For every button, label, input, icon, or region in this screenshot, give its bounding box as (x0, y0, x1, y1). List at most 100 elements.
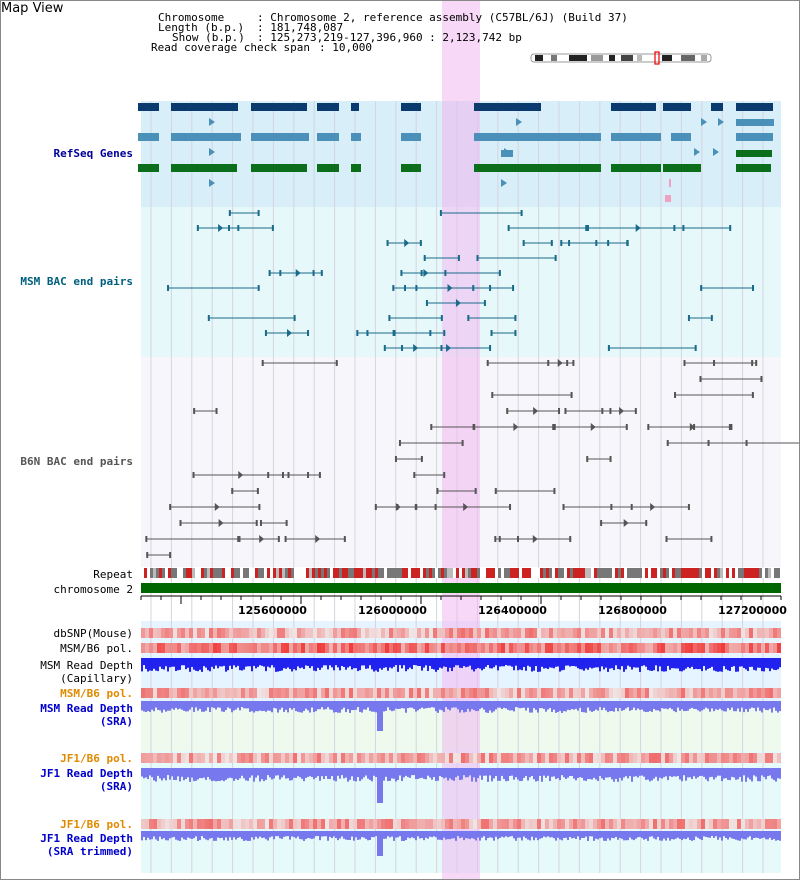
density-cell (557, 753, 561, 763)
read-depth-bar (647, 701, 649, 712)
read-depth-bar (371, 768, 373, 782)
read-depth-bar (555, 831, 557, 841)
read-depth-bar (505, 831, 507, 837)
read-depth-bar (531, 768, 533, 776)
read-depth-bar (505, 658, 507, 666)
read-depth-bar (245, 831, 247, 841)
density-cell (305, 753, 309, 763)
track-label-msm-depth-sra-1[interactable]: MSM Read Depth (40, 702, 133, 715)
read-depth-bar (163, 831, 165, 839)
read-depth-bar (335, 768, 337, 782)
ideogram-band (535, 55, 543, 61)
gene-exon-block (401, 103, 421, 111)
read-depth-bar (283, 831, 285, 837)
gene-exon-block (251, 103, 307, 111)
density-cell (413, 643, 417, 653)
density-cell (157, 819, 161, 829)
read-depth-bar (635, 768, 637, 777)
read-depth-bar (305, 658, 307, 666)
read-depth-bar (661, 831, 663, 841)
track-label-msm-bac[interactable]: MSM BAC end pairs (20, 275, 133, 288)
density-cell (397, 753, 401, 763)
read-depth-bar (199, 701, 201, 709)
density-cell (209, 643, 213, 653)
read-depth-bar (261, 658, 263, 666)
read-depth-bar (423, 831, 425, 841)
density-cell (381, 688, 385, 698)
read-depth-bar (331, 701, 333, 710)
read-depth-bar (217, 658, 219, 669)
density-cell (505, 819, 509, 829)
track-label-msm-b6-pol-1[interactable]: MSM/B6 pol. (60, 642, 133, 655)
read-depth-bar (699, 831, 701, 840)
track-label-jf1-b6-pol-2[interactable]: JF1/B6 pol. (60, 818, 133, 831)
track-label-refseq-genes[interactable]: RefSeq Genes (53, 147, 133, 160)
read-depth-bar (539, 701, 541, 709)
read-depth-bar (221, 658, 223, 667)
track-label-dbsnp[interactable]: dbSNP(Mouse) (53, 627, 133, 640)
density-cell (685, 753, 689, 763)
read-depth-bar (559, 768, 561, 781)
read-depth-bar (153, 658, 155, 669)
read-depth-bar (547, 701, 549, 710)
density-cell (633, 819, 637, 829)
repeat-mark (750, 568, 753, 578)
repeat-mark (171, 568, 174, 578)
density-cell (257, 688, 261, 698)
read-depth-bar (643, 831, 645, 840)
bac-end-marker (491, 392, 494, 398)
read-depth-bar (741, 831, 743, 839)
read-depth-bar (293, 658, 295, 670)
read-depth-bar (335, 701, 337, 713)
density-cell (649, 628, 653, 638)
ideogram-band (569, 55, 587, 61)
density-cell (469, 819, 473, 829)
repeat-mark (642, 568, 645, 578)
track-label-jf1-depth-sra-1[interactable]: JF1 Read Depth (40, 767, 133, 780)
bac-end-marker (634, 408, 637, 414)
track-label-b6n-bac[interactable]: B6N BAC end pairs (20, 455, 133, 468)
density-cell (225, 643, 229, 653)
repeat-mark (144, 568, 147, 578)
track-label-msm-b6-pol-2[interactable]: MSM/B6 pol. (60, 687, 133, 700)
density-cell (485, 628, 489, 638)
read-depth-bar (667, 768, 669, 781)
track-label-repeat[interactable]: Repeat (93, 568, 133, 581)
density-cell (501, 688, 505, 698)
read-depth-bar (421, 701, 423, 708)
repeat-mark (603, 568, 606, 578)
read-depth-bar (265, 831, 267, 840)
repeat-mark (747, 568, 750, 578)
density-cell (705, 628, 709, 638)
density-cell (465, 628, 469, 638)
read-depth-bar (361, 658, 363, 666)
read-depth-bar (573, 658, 575, 667)
repeat-mark (717, 568, 720, 578)
read-depth-bar (509, 701, 511, 711)
density-cell (585, 643, 589, 653)
read-depth-bar (353, 658, 355, 669)
read-depth-bar (685, 701, 687, 712)
track-label-msm-depth-cap-1[interactable]: MSM Read Depth (40, 659, 133, 672)
read-depth-bar (633, 768, 635, 777)
read-depth-bar (759, 658, 761, 668)
repeat-mark (732, 568, 735, 578)
track-label-jf1-b6-pol-1[interactable]: JF1/B6 pol. (60, 752, 133, 765)
read-depth-bar (271, 658, 273, 666)
read-depth-bar (343, 768, 345, 779)
read-depth-bar (481, 831, 483, 838)
bac-end-arrow (619, 407, 625, 415)
read-depth-bar (161, 831, 163, 840)
track-label-chromosome[interactable]: chromosome 2 (53, 583, 133, 596)
density-cell (329, 819, 333, 829)
track-label-jf1-depth-trim-1[interactable]: JF1 Read Depth (40, 832, 133, 845)
read-depth-bar (631, 701, 633, 710)
density-cell (577, 628, 581, 638)
read-depth-bar (251, 701, 253, 712)
read-depth-bar (539, 658, 541, 672)
read-depth-bar (163, 768, 165, 779)
read-depth-bar (709, 831, 711, 838)
bac-end-marker (268, 270, 271, 276)
read-depth-bar (683, 701, 685, 712)
read-depth-bar (199, 658, 201, 670)
